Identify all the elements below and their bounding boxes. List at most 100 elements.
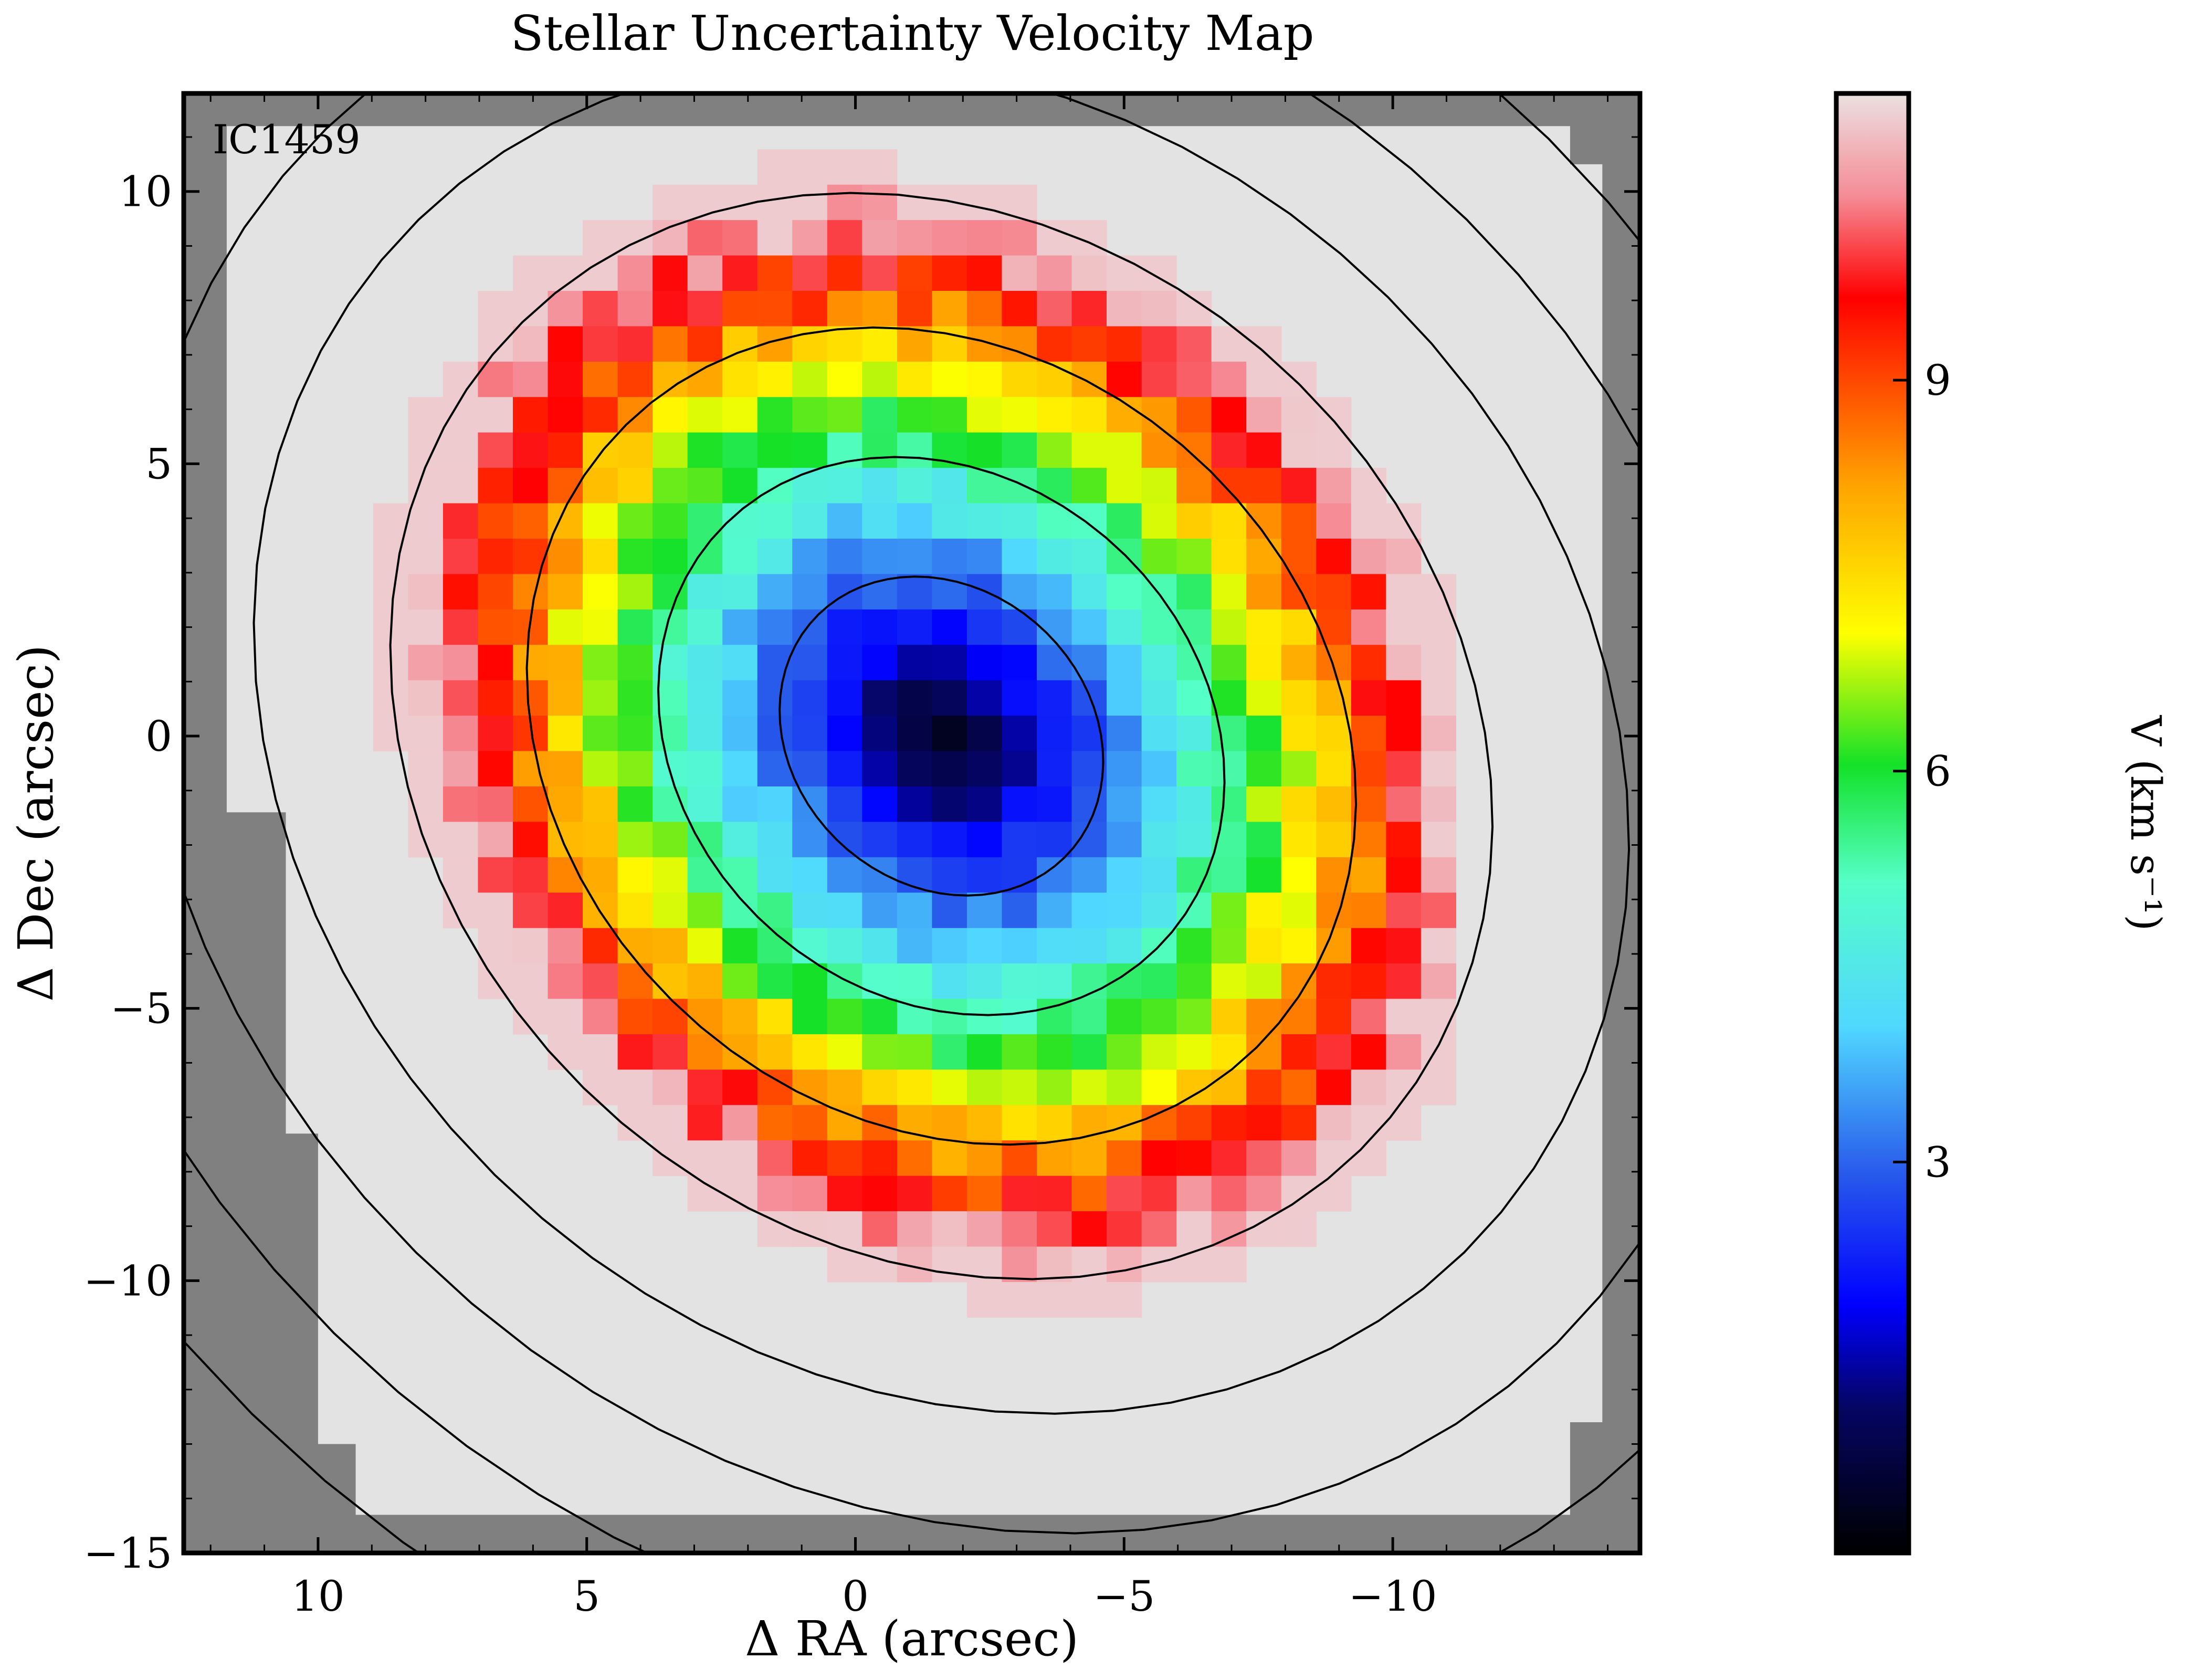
velocity-pixel	[827, 1175, 862, 1212]
velocity-pixel	[1211, 1140, 1247, 1177]
velocity-pixel	[1316, 397, 1352, 433]
velocity-pixel	[1316, 1175, 1352, 1212]
velocity-pixel	[548, 574, 583, 610]
velocity-pixel	[1036, 609, 1072, 645]
velocity-pixel	[722, 1105, 758, 1141]
velocity-pixel	[617, 822, 653, 858]
velocity-pixel	[792, 680, 828, 716]
velocity-pixel	[1316, 1034, 1352, 1070]
velocity-pixel	[897, 680, 932, 716]
velocity-pixel	[792, 220, 828, 256]
velocity-pixel	[443, 574, 479, 610]
velocity-pixel	[932, 822, 967, 858]
velocity-pixel	[478, 468, 513, 504]
velocity-pixel	[583, 751, 618, 787]
velocity-pixel	[617, 326, 653, 362]
velocity-pixel	[897, 326, 932, 362]
velocity-pixel	[897, 539, 932, 575]
y-tick-label: −15	[83, 1529, 172, 1578]
velocity-pixel	[1316, 786, 1352, 823]
velocity-pixel	[722, 574, 758, 610]
velocity-pixel	[792, 1140, 828, 1177]
velocity-pixel	[1316, 503, 1352, 539]
velocity-pixel	[443, 397, 479, 433]
velocity-pixel	[792, 928, 828, 964]
velocity-pixel	[687, 255, 723, 291]
velocity-pixel	[617, 1069, 653, 1106]
velocity-pixel	[827, 184, 862, 220]
velocity-pixel	[966, 751, 1003, 787]
velocity-pixel	[1002, 1211, 1037, 1247]
velocity-pixel	[1176, 326, 1212, 362]
velocity-pixel	[1246, 361, 1282, 397]
velocity-pixel	[548, 432, 583, 468]
velocity-pixel	[966, 361, 1003, 397]
velocity-pixel	[1386, 822, 1422, 858]
velocity-pixel	[1002, 1069, 1037, 1106]
velocity-pixel	[1281, 645, 1317, 681]
velocity-pixel	[1107, 892, 1142, 929]
velocity-pixel	[617, 361, 653, 397]
velocity-pixel	[792, 1069, 828, 1106]
velocity-pixel	[583, 326, 618, 362]
velocity-pixel	[548, 716, 583, 752]
velocity-pixel	[897, 220, 932, 256]
velocity-pixel	[862, 1105, 898, 1141]
velocity-pixel	[1421, 963, 1457, 1000]
velocity-pixel	[1421, 1069, 1457, 1106]
velocity-pixel	[1246, 999, 1282, 1035]
velocity-pixel	[1211, 963, 1247, 1000]
velocity-pixel	[1036, 1069, 1072, 1106]
velocity-pixel	[653, 1140, 688, 1177]
velocity-pixel	[1386, 503, 1422, 539]
velocity-pixel	[1211, 751, 1247, 787]
velocity-pixel	[897, 432, 932, 468]
velocity-pixel	[687, 291, 723, 327]
velocity-pixel	[862, 184, 898, 220]
velocity-pixel	[443, 468, 479, 504]
velocity-pixel	[1211, 397, 1247, 433]
velocity-pixel	[653, 574, 688, 610]
velocity-pixel	[687, 397, 723, 433]
velocity-pixel	[1351, 716, 1386, 752]
velocity-pixel	[897, 892, 932, 929]
velocity-pixel	[617, 786, 653, 823]
velocity-pixel	[1107, 291, 1142, 327]
velocity-pixel	[1386, 680, 1422, 716]
velocity-pixel	[1002, 361, 1037, 397]
velocity-pixel	[687, 432, 723, 468]
velocity-pixel	[1071, 786, 1107, 823]
velocity-pixel	[966, 1034, 1003, 1070]
velocity-pixel	[757, 149, 793, 185]
contour-line	[779, 575, 1104, 897]
velocity-pixel	[1002, 1034, 1037, 1070]
velocity-pixel	[792, 892, 828, 929]
velocity-pixel	[792, 539, 828, 575]
velocity-pixel	[827, 149, 862, 185]
velocity-pixel	[1002, 786, 1037, 823]
velocity-pixel	[757, 680, 793, 716]
velocity-pixel	[653, 361, 688, 397]
velocity-pixel	[512, 397, 549, 433]
velocity-pixel	[1351, 680, 1386, 716]
velocity-pixel	[827, 1069, 862, 1106]
x-tick-label: 10	[291, 1572, 345, 1621]
y-axis: 10 5 0 −5 −10 −15	[83, 136, 1640, 1578]
velocity-pixel	[478, 432, 513, 468]
velocity-pixel	[1351, 857, 1386, 893]
velocity-pixel	[722, 397, 758, 433]
velocity-pixel	[1141, 999, 1177, 1035]
velocity-pixel	[1421, 999, 1457, 1035]
velocity-pixel	[443, 645, 479, 681]
velocity-pixel	[1002, 999, 1037, 1035]
velocity-pixel	[1281, 892, 1317, 929]
velocity-pixel	[1211, 326, 1247, 362]
velocity-pixel	[1036, 786, 1072, 823]
velocity-pixels	[373, 149, 1457, 1318]
velocity-pixel	[1071, 361, 1107, 397]
velocity-pixel	[1107, 680, 1142, 716]
velocity-pixel	[617, 999, 653, 1035]
velocity-pixel	[478, 892, 513, 929]
velocity-pixel	[1107, 928, 1142, 964]
velocity-pixel	[966, 857, 1003, 893]
